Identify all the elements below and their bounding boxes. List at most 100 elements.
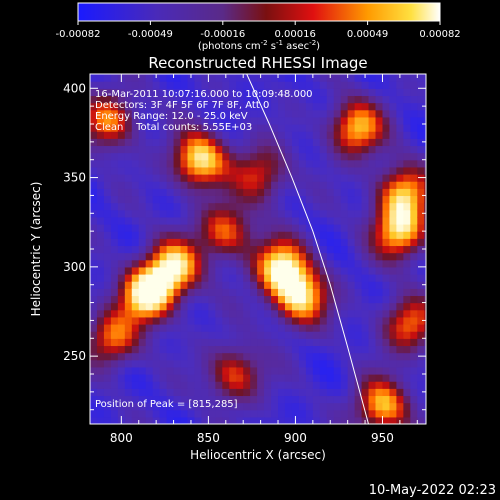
heatmap-cell — [278, 81, 286, 89]
heatmap-cell — [166, 374, 175, 382]
heatmap-cell — [90, 359, 98, 368]
heatmap-cell — [333, 195, 342, 204]
heatmap-cell — [229, 81, 237, 89]
heatmap-cell — [368, 274, 377, 282]
heatmap-cell — [166, 316, 175, 325]
heatmap-cell — [201, 252, 209, 261]
heatmap-cell — [291, 288, 300, 297]
heatmap-cell — [180, 181, 189, 189]
heatmap-cell — [103, 102, 112, 111]
heatmap-cell — [396, 359, 404, 368]
heatmap-cell — [201, 324, 209, 332]
heatmap-cell — [208, 281, 216, 289]
heatmap-cell — [410, 402, 418, 411]
heatmap-cell — [368, 288, 377, 297]
colorbar-tick-label: -0.00082 — [56, 29, 101, 40]
heatmap-cell — [152, 131, 161, 139]
heatmap-cell — [340, 116, 349, 125]
heatmap-cell — [201, 352, 209, 361]
heatmap-cell — [361, 309, 370, 318]
heatmap-cell — [194, 381, 203, 389]
heatmap-cell — [264, 102, 272, 111]
heatmap-cell — [236, 338, 244, 347]
heatmap-cell — [291, 231, 300, 239]
heatmap-cell — [180, 95, 189, 104]
heatmap-cell — [361, 331, 370, 339]
heatmap-cell — [375, 266, 384, 275]
heatmap-cell — [110, 402, 119, 411]
heatmap-cell — [159, 152, 168, 161]
heatmap-cell — [250, 109, 258, 118]
heatmap-cell — [278, 188, 286, 197]
heatmap-cell — [222, 266, 230, 275]
heatmap-cell — [333, 152, 342, 161]
heatmap-cell — [403, 274, 411, 282]
heatmap-cell — [117, 359, 126, 368]
heatmap-cell — [250, 366, 258, 375]
heatmap-cell — [250, 224, 258, 232]
heatmap-cell — [90, 274, 98, 282]
heatmap-cell — [410, 259, 418, 268]
heatmap-cell — [271, 238, 279, 247]
heatmap-cell — [222, 195, 230, 204]
heatmap-cell — [354, 116, 363, 125]
heatmap-cell — [354, 281, 363, 289]
heatmap-cell — [173, 409, 182, 418]
heatmap-cell — [145, 159, 154, 168]
heatmap-cell — [96, 174, 105, 182]
heatmap-cell — [201, 374, 209, 382]
heatmap-cell — [312, 381, 321, 389]
heatmap-cell — [319, 331, 328, 339]
heatmap-cell — [131, 216, 140, 225]
heatmap-cell — [124, 274, 133, 282]
heatmap-cell — [368, 316, 377, 325]
heatmap-cell — [271, 109, 279, 118]
heatmap-cell — [340, 366, 349, 375]
heatmap-cell — [96, 216, 105, 225]
heatmap-cell — [264, 224, 272, 232]
heatmap-cell — [368, 309, 377, 318]
heatmap-cell — [201, 388, 209, 397]
heatmap-cell — [264, 216, 272, 225]
heatmap-cell — [424, 145, 426, 154]
heatmap-cell — [375, 159, 384, 168]
heatmap-cell — [173, 95, 182, 104]
y-tick-label: 350 — [63, 171, 86, 185]
heatmap-cell — [110, 374, 119, 382]
heatmap-cell — [347, 174, 356, 182]
heatmap-cell — [368, 338, 377, 347]
heatmap-cell — [271, 174, 279, 182]
heatmap-cell — [117, 124, 126, 132]
heatmap-cell — [173, 181, 182, 189]
heatmap-cell — [173, 324, 182, 332]
heatmap-cell — [152, 116, 161, 125]
heatmap-cell — [417, 366, 425, 375]
heatmap-cell — [138, 195, 147, 204]
heatmap-cell — [264, 174, 272, 182]
heatmap-cell — [250, 252, 258, 261]
heatmap-cell — [424, 181, 426, 189]
heatmap-cell — [264, 238, 272, 247]
heatmap-cell — [347, 338, 356, 347]
heatmap-cell — [103, 238, 112, 247]
heatmap-cell — [257, 409, 265, 418]
heatmap-cell — [424, 331, 426, 339]
heatmap-cell — [382, 281, 391, 289]
heatmap-cell — [271, 374, 279, 382]
heatmap-cell — [375, 281, 384, 289]
heatmap-cell — [326, 238, 335, 247]
heatmap-cell — [389, 309, 397, 318]
heatmap-cell — [389, 316, 397, 325]
heatmap-cell — [173, 88, 182, 97]
heatmap-cell — [291, 366, 300, 375]
heatmap-cell — [173, 274, 182, 282]
heatmap-cell — [145, 266, 154, 275]
heatmap-cell — [90, 81, 98, 89]
heatmap-cell — [319, 102, 328, 111]
heatmap-cell — [159, 316, 168, 325]
heatmap-cell — [382, 138, 391, 147]
heatmap-cell — [152, 188, 161, 197]
heatmap-cell — [396, 302, 404, 311]
heatmap-cell — [187, 274, 196, 282]
heatmap-cell — [110, 188, 119, 197]
